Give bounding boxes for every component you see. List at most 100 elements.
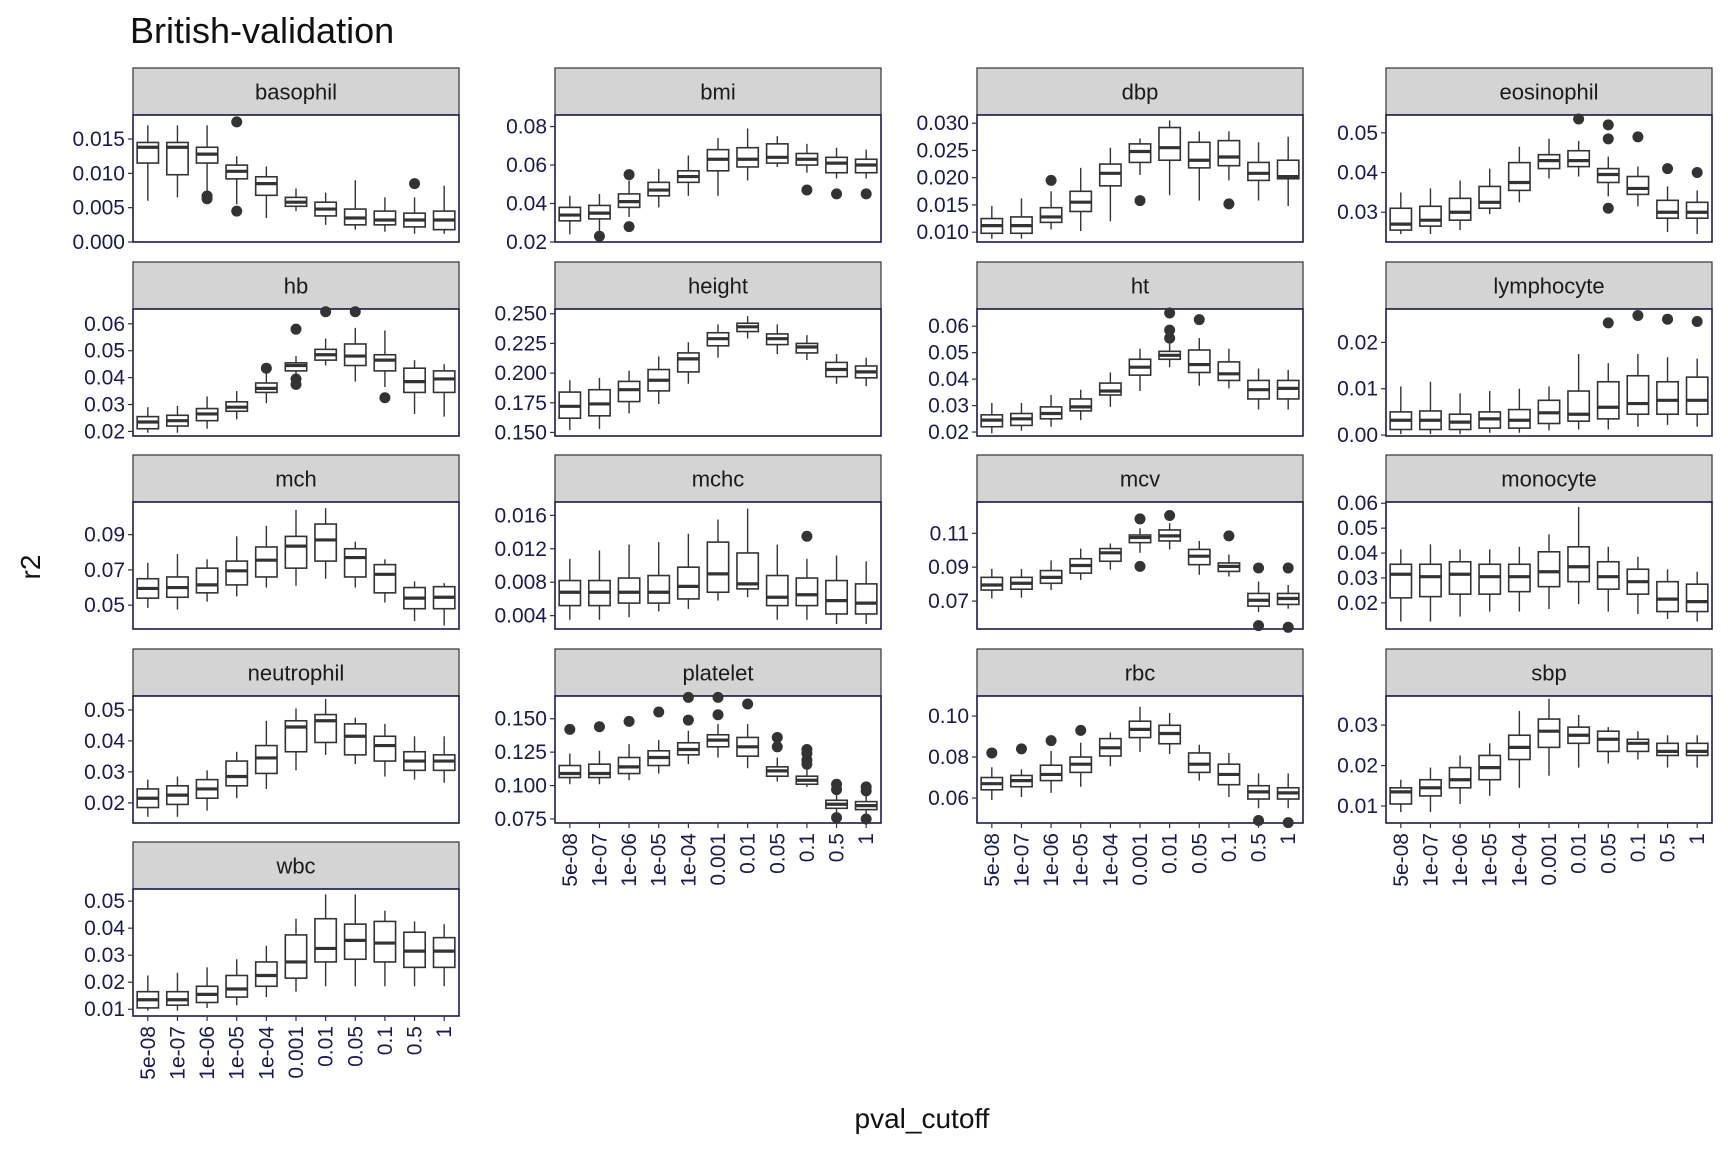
- y-tick-label: 0.02: [1337, 592, 1378, 615]
- box-1e-06: [1448, 393, 1472, 435]
- outlier-point: [593, 721, 605, 733]
- box-1e-06: [1039, 560, 1063, 591]
- facet-strip: [976, 67, 1304, 116]
- facet-hb: hb 0.02 0.03 0.04 0.05 0.06: [84, 261, 460, 443]
- x-tick-label: 0.05: [1597, 833, 1620, 874]
- y-tick-label: 0.03: [928, 395, 969, 418]
- box-0.1: [1217, 752, 1241, 797]
- facet-bmi: bmi 0.02 0.04 0.06 0.08: [506, 67, 882, 254]
- box-iqr: [1418, 563, 1442, 598]
- box-1: [432, 924, 456, 987]
- facet-strip: [976, 454, 1304, 503]
- x-tick-label: 1e-05: [226, 1026, 249, 1080]
- x-tick-label: 0.05: [344, 1026, 367, 1067]
- box-0.5: [403, 178, 427, 234]
- facet-label: ht: [1131, 274, 1149, 299]
- box-1: [1276, 369, 1300, 410]
- box-0.05: [765, 136, 789, 167]
- x-tick-label: 1e-06: [1449, 833, 1472, 887]
- outlier-point: [349, 306, 361, 318]
- facet-basophil: basophil 0.000 0.005 0.010 0.015: [72, 67, 460, 254]
- box-1e-07: [165, 972, 189, 1011]
- box-0.1: [795, 143, 819, 196]
- facet-label: lymphocyte: [1493, 274, 1604, 299]
- outlier-point: [1602, 317, 1614, 329]
- box-iqr: [1389, 563, 1413, 599]
- box-1e-07: [587, 550, 611, 620]
- y-tick-label: 0.04: [84, 367, 125, 390]
- facet-strip: [1385, 648, 1713, 697]
- outlier-point: [1602, 119, 1614, 131]
- box-iqr: [343, 723, 367, 756]
- y-tick-label: 0.05: [928, 342, 969, 365]
- x-tick-label: 0.1: [374, 1026, 397, 1055]
- x-axis-title: pval_cutoff: [855, 1103, 990, 1134]
- outlier-point: [320, 306, 332, 318]
- outlier-point: [986, 747, 998, 759]
- outlier-point: [1223, 198, 1235, 210]
- outlier-point: [653, 706, 665, 718]
- x-tick-label: 1e-04: [677, 833, 700, 887]
- box-0.01: [314, 306, 338, 366]
- facet-label: wbc: [275, 854, 315, 879]
- facet-label: platelet: [683, 661, 754, 686]
- y-tick-label: 0.020: [916, 167, 969, 190]
- outlier-point: [1282, 562, 1294, 574]
- y-tick-label: 0.02: [84, 420, 125, 443]
- outlier-point: [1632, 131, 1644, 143]
- facet-mch: mch 0.05 0.07 0.09: [84, 454, 460, 630]
- box-0.5: [825, 147, 849, 200]
- x-tick-label: 0.001: [707, 833, 730, 886]
- box-0.5: [1247, 773, 1271, 827]
- box-iqr: [225, 560, 249, 586]
- box-0.05: [1596, 727, 1620, 764]
- box-1e-04: [676, 342, 700, 384]
- y-tick-label: 0.02: [928, 421, 969, 444]
- box-iqr: [1596, 380, 1620, 420]
- facet-strip: [554, 648, 882, 697]
- outlier-point: [1253, 562, 1265, 574]
- facet-strip: [554, 454, 882, 503]
- facet-label: hb: [284, 274, 308, 299]
- box-5e-08: [1389, 192, 1413, 235]
- box-1e-06: [617, 544, 641, 618]
- outlier-point: [1164, 307, 1176, 319]
- outlier-point: [1075, 724, 1087, 736]
- facet-label: basophil: [255, 80, 337, 105]
- box-1e-07: [1009, 402, 1033, 431]
- y-tick-label: 0.005: [72, 197, 125, 220]
- outlier-point: [593, 230, 605, 242]
- outlier-point: [682, 691, 694, 703]
- box-1: [1276, 562, 1300, 633]
- box-0.001: [1537, 386, 1561, 431]
- facet-mcv: mcv 0.07 0.09 0.11: [928, 454, 1304, 633]
- x-tick-label: 1e-07: [1419, 833, 1442, 887]
- outlier-point: [409, 178, 421, 190]
- box-0.05: [1187, 540, 1211, 575]
- x-tick-label: 0.5: [826, 833, 849, 862]
- box-1e-05: [225, 391, 249, 420]
- box-0.1: [795, 743, 819, 787]
- box-5e-08: [1389, 779, 1413, 813]
- y-tick-label: 0.09: [928, 556, 969, 579]
- x-tick-label: 0.05: [766, 833, 789, 874]
- box-0.001: [706, 138, 730, 196]
- box-1e-06: [1448, 755, 1472, 804]
- box-iqr: [1685, 201, 1709, 219]
- y-tick-label: 0.04: [1337, 542, 1378, 565]
- box-0.001: [1128, 513, 1152, 572]
- x-tick-label: 1e-07: [1010, 833, 1033, 887]
- box-iqr: [1626, 374, 1650, 416]
- box-1e-04: [254, 525, 278, 588]
- box-0.001: [284, 918, 308, 992]
- outlier-point: [860, 813, 872, 825]
- x-tick-label: 1e-04: [1099, 833, 1122, 887]
- y-tick-label: 0.07: [84, 559, 125, 582]
- box-1e-06: [1039, 735, 1063, 793]
- x-tick-label: 1e-06: [618, 833, 641, 887]
- box-0.5: [1247, 562, 1271, 632]
- box-iqr: [1128, 143, 1152, 164]
- box-0.01: [314, 508, 338, 579]
- box-1: [1685, 167, 1709, 235]
- y-tick-label: 0.010: [72, 162, 125, 185]
